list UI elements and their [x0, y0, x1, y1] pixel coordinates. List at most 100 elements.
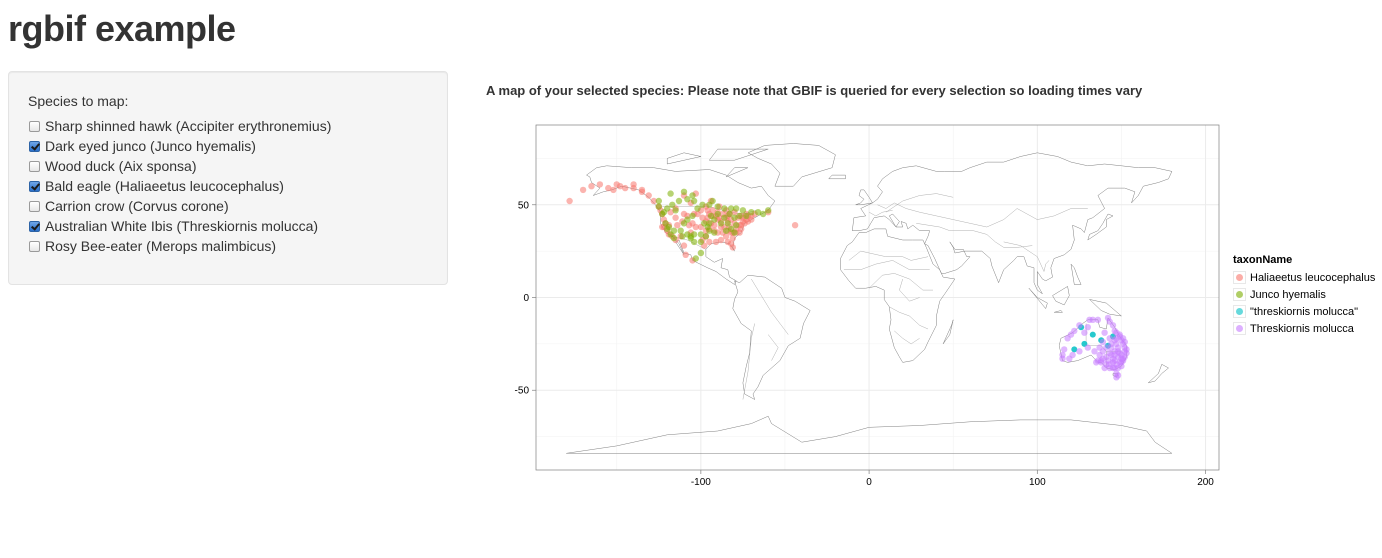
species-option-3[interactable]: Bald eagle (Haliaeetus leucocephalus)	[28, 176, 428, 196]
map-landmass	[666, 152, 701, 165]
occurrence-point	[566, 197, 573, 205]
occurrence-point	[717, 220, 725, 227]
legend-key	[1233, 271, 1246, 284]
occurrence-point	[697, 231, 705, 238]
occurrence-point	[736, 212, 743, 220]
occurrence-point	[724, 238, 731, 246]
occurrence-point	[706, 238, 713, 246]
map-border	[916, 223, 1033, 248]
map-landmass	[566, 415, 1173, 454]
occurrence-point	[694, 210, 701, 218]
legend-dot	[1236, 325, 1243, 332]
occurrence-point	[650, 197, 657, 205]
species-option-label: Sharp shinned hawk (Accipiter erythronem…	[45, 118, 332, 134]
map-landmass	[1028, 288, 1048, 310]
species-option-label: Bald eagle (Haliaeetus leucocephalus)	[45, 178, 284, 194]
occurrence-point	[699, 201, 706, 208]
occurrence-point	[674, 222, 681, 229]
occurrence-point	[655, 197, 662, 205]
species-checkbox[interactable]	[29, 180, 40, 192]
occurrence-point	[1081, 329, 1088, 336]
occurrence-point	[638, 186, 646, 194]
occurrence-point	[709, 207, 716, 214]
occurrence-point	[596, 181, 604, 188]
map-border	[868, 273, 933, 291]
legend-item: Junco hyemalis	[1233, 286, 1375, 303]
legend-label: Threskiornis molucca	[1250, 322, 1354, 335]
species-option-0[interactable]: Sharp shinned hawk (Accipiter erythronem…	[28, 116, 428, 136]
occurrence-point	[791, 222, 799, 229]
legend-dot	[1236, 291, 1243, 298]
occurrence-point	[1091, 348, 1098, 355]
map-landmass	[1088, 298, 1123, 317]
species-checkbox-group: Sharp shinned hawk (Accipiter erythronem…	[28, 116, 428, 256]
occurrence-point	[707, 212, 715, 220]
species-selector-label: Species to map:	[28, 93, 129, 109]
map-border	[768, 334, 779, 361]
species-checkbox[interactable]	[29, 200, 40, 212]
legend-items: Haliaeetus leucocephalus Junco hyemalis "t…	[1233, 269, 1375, 337]
occurrence-point	[1076, 348, 1083, 355]
occurrence-point	[704, 207, 711, 214]
occurrence-point	[697, 249, 705, 257]
occurrence-point	[1071, 327, 1078, 335]
occurrence-point	[701, 220, 708, 227]
y-tick-label: 50	[518, 200, 530, 211]
species-option-2[interactable]: Wood duck (Aix sponsa)	[28, 156, 428, 176]
occurrence-point	[675, 197, 683, 205]
occurrence-point	[1089, 316, 1096, 323]
species-option-1[interactable]: Dark eyed junco (Junco hyemalis)	[28, 136, 428, 156]
species-option-5[interactable]: Australian White Ibis (Threskiornis molu…	[28, 216, 428, 236]
occurrence-point	[687, 234, 694, 242]
occurrence-point	[754, 209, 762, 216]
occurrence-point	[714, 203, 721, 210]
legend-key	[1233, 288, 1246, 301]
occurrence-point	[738, 222, 745, 229]
legend-label: Haliaeetus leucocephalus	[1250, 271, 1376, 284]
occurrence-point	[697, 238, 705, 246]
map-landmass	[855, 189, 873, 206]
occurrence-point	[733, 222, 740, 229]
species-checkbox[interactable]	[29, 120, 40, 132]
occurrence-point	[1059, 355, 1066, 362]
occurrence-point	[1109, 322, 1117, 329]
occurrence-point	[1099, 348, 1107, 355]
species-checkbox[interactable]	[29, 240, 40, 252]
map-landmass	[747, 143, 836, 187]
occurrence-point	[1084, 344, 1091, 351]
species-option-6[interactable]: Rosy Bee-eater (Merops malimbicus)	[28, 236, 428, 256]
map-landmass	[1087, 213, 1114, 241]
occurrence-point	[1094, 316, 1102, 323]
occurrence-point	[579, 186, 587, 194]
occurrence-point	[616, 183, 624, 190]
occurrence-point	[729, 234, 736, 242]
species-selector-panel: Species to map: Sharp shinned hawk (Acci…	[8, 71, 448, 285]
occurrence-point	[665, 223, 673, 231]
species-option-4[interactable]: Carrion crow (Corvus corone)	[28, 196, 428, 216]
species-checkbox[interactable]	[29, 140, 40, 152]
occurrence-point	[1103, 353, 1110, 361]
legend-label: Junco hyemalis	[1250, 288, 1326, 301]
occurrence-point	[1069, 351, 1076, 359]
occurrence-point	[1108, 344, 1115, 351]
occurrence-point	[714, 210, 721, 218]
occurrence-point	[669, 201, 676, 208]
map-title: A map of your selected species: Please n…	[486, 83, 1143, 98]
species-checkbox[interactable]	[29, 220, 40, 232]
map-border	[899, 278, 920, 302]
occurrence-point	[689, 212, 696, 220]
occurrence-point	[712, 238, 720, 246]
occurrence-point	[731, 229, 738, 236]
map-landmass	[1148, 363, 1169, 384]
species-option-label: Dark eyed junco (Junco hyemalis)	[45, 138, 256, 154]
occurrence-point	[1116, 359, 1123, 366]
occurrence-point	[699, 214, 706, 221]
occurrence-point	[702, 233, 710, 240]
legend-key	[1233, 305, 1246, 318]
map-landmass	[828, 174, 846, 180]
occurrence-point	[717, 236, 725, 244]
species-option-label: Australian White Ibis (Threskiornis molu…	[45, 218, 319, 234]
map-landmass	[725, 167, 749, 178]
species-option-label: Wood duck (Aix sponsa)	[45, 158, 197, 174]
species-checkbox[interactable]	[29, 160, 40, 172]
